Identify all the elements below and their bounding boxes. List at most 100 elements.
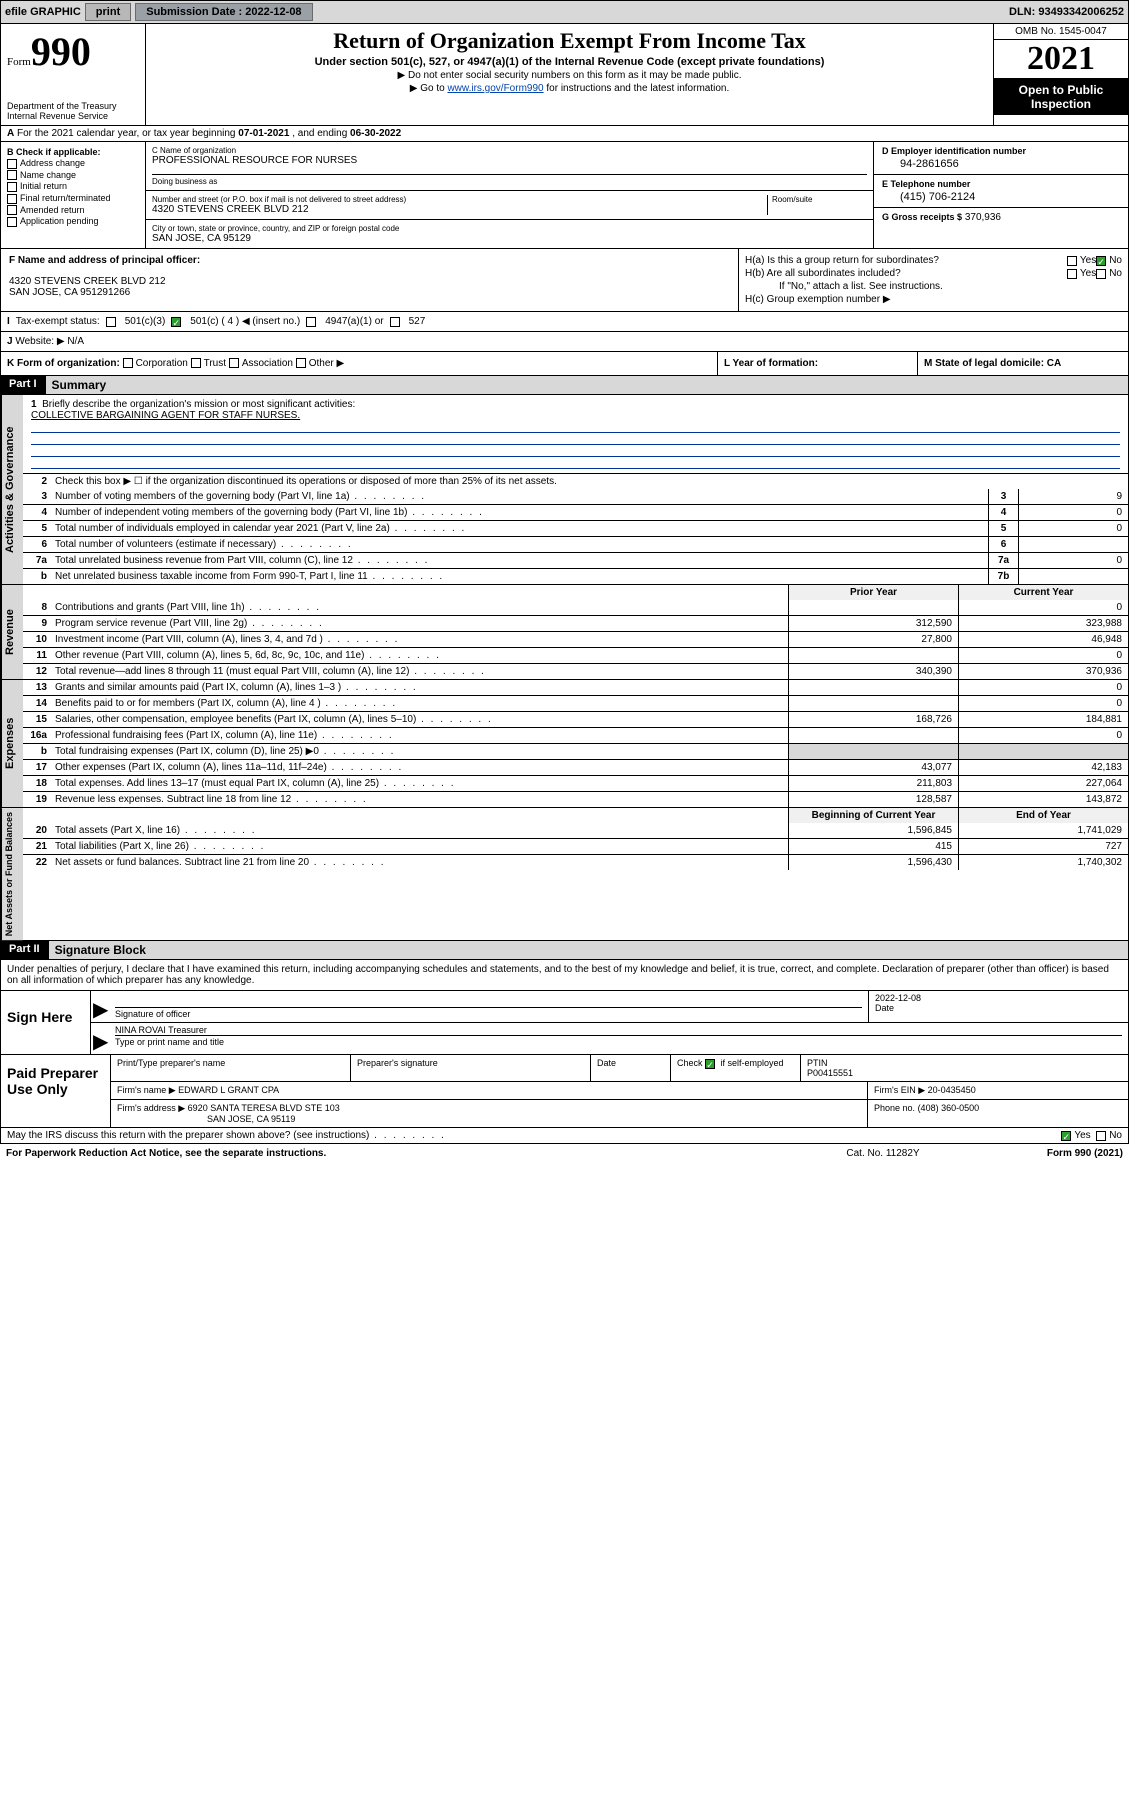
cell-m: M State of legal domicile: CA	[918, 352, 1128, 375]
form-note-ssn: ▶ Do not enter social security numbers o…	[154, 70, 985, 81]
ein-value: 94-2861656	[882, 156, 1120, 170]
hb-note: If "No," attach a list. See instructions…	[745, 281, 1122, 292]
line-num: 9	[23, 616, 51, 631]
discuss-no-chk[interactable]	[1096, 1131, 1106, 1141]
m-label: M State of legal domicile: CA	[924, 358, 1061, 369]
line-num: 21	[23, 839, 51, 854]
gross-cell: G Gross receipts $ 370,936	[874, 208, 1128, 227]
dba-label: Doing business as	[152, 174, 867, 186]
chk-corp[interactable]	[123, 358, 133, 368]
arrow-icon: ▶	[91, 1023, 109, 1054]
line-current: 184,881	[958, 712, 1128, 727]
line-box-num: 7b	[988, 569, 1018, 584]
principal-officer: F Name and address of principal officer:…	[1, 249, 738, 311]
org-name-label: C Name of organization	[152, 146, 867, 155]
ha-yes-chk[interactable]	[1067, 256, 1077, 266]
line-box-num: 3	[988, 489, 1018, 504]
f-label: F Name and address of principal officer:	[9, 255, 200, 266]
line-prior: 1,596,845	[788, 823, 958, 838]
chk-assoc[interactable]	[229, 358, 239, 368]
form-header: Form990 Department of the Treasury Inter…	[0, 24, 1129, 126]
line-current: 1,741,029	[958, 823, 1128, 838]
cat-no: Cat. No. 11282Y	[793, 1148, 973, 1159]
lbl-4947: 4947(a)(1) or	[325, 316, 383, 327]
pt-name-label: Print/Type preparer's name	[111, 1055, 351, 1081]
chk-501c[interactable]: ✓	[171, 317, 181, 327]
line-num: 14	[23, 696, 51, 711]
chk-self-employed[interactable]: ✓	[705, 1059, 715, 1069]
section-governance: Activities & Governance 1 Briefly descri…	[0, 395, 1129, 585]
sig-officer-label: Signature of officer	[115, 1007, 862, 1019]
paperwork-notice: For Paperwork Reduction Act Notice, see …	[6, 1148, 793, 1159]
line-text: Other revenue (Part VIII, column (A), li…	[51, 648, 788, 663]
sign-here-block: Sign Here ▶ Signature of officer 2022-12…	[0, 991, 1129, 1055]
chk-name-change[interactable]	[7, 170, 17, 180]
dln: DLN: 93493342006252	[1009, 6, 1124, 18]
line-num: 13	[23, 680, 51, 695]
chk-527[interactable]	[390, 317, 400, 327]
form-title: Return of Organization Exempt From Incom…	[154, 28, 985, 54]
lbl-final-return: Final return/terminated	[20, 193, 111, 203]
ha-label: H(a) Is this a group return for subordin…	[745, 255, 1067, 266]
chk-501c3[interactable]	[106, 317, 116, 327]
i-label: I	[7, 316, 10, 327]
line-text: Total fundraising expenses (Part IX, col…	[51, 744, 788, 759]
j-text: Website: ▶	[15, 336, 64, 347]
lbl-corp: Corporation	[136, 358, 188, 369]
line1-text: Briefly describe the organization's miss…	[42, 399, 355, 410]
line-value	[1018, 569, 1128, 584]
rule	[31, 445, 1120, 457]
line-box-num: 5	[988, 521, 1018, 536]
line-num: 20	[23, 823, 51, 838]
line-num: 6	[23, 537, 51, 552]
form-word: Form	[7, 56, 31, 68]
city-cell: City or town, state or province, country…	[146, 220, 873, 248]
chk-initial-return[interactable]	[7, 182, 17, 192]
discuss-yes-chk[interactable]: ✓	[1061, 1131, 1071, 1141]
lbl-501c3: 501(c)(3)	[125, 316, 166, 327]
line-prior	[788, 728, 958, 743]
line-value: 0	[1018, 521, 1128, 536]
submission-date-value: 2022-12-08	[245, 6, 301, 18]
part2-bar: Part II Signature Block	[0, 941, 1129, 960]
type-name-label: Type or print name and title	[115, 1035, 1122, 1047]
line-current: 143,872	[958, 792, 1128, 807]
ha-no-chk[interactable]: ✓	[1096, 256, 1106, 266]
hb-yes-chk[interactable]	[1067, 269, 1077, 279]
chk-address-change[interactable]	[7, 159, 17, 169]
chk-final-return[interactable]	[7, 194, 17, 204]
firm-addr-label: Firm's address ▶	[117, 1103, 185, 1113]
chk-amended-return[interactable]	[7, 205, 17, 215]
line-prior: 27,800	[788, 632, 958, 647]
submission-date-pill: Submission Date : 2022-12-08	[135, 3, 312, 21]
chk-trust[interactable]	[191, 358, 201, 368]
line-prior: 168,726	[788, 712, 958, 727]
block-bcd: B Check if applicable: Address change Na…	[0, 142, 1129, 249]
firm-ein: 20-0435450	[928, 1085, 976, 1095]
line-text: Total unrelated business revenue from Pa…	[51, 553, 988, 568]
print-button[interactable]: print	[85, 3, 131, 21]
org-name: PROFESSIONAL RESOURCE FOR NURSES	[152, 155, 867, 166]
line-text: Total number of volunteers (estimate if …	[51, 537, 988, 552]
lbl-other: Other ▶	[309, 358, 344, 369]
hb-no-chk[interactable]	[1096, 269, 1106, 279]
row-a-taxyear: A For the 2021 calendar year, or tax yea…	[0, 126, 1129, 142]
line-text: Contributions and grants (Part VIII, lin…	[51, 600, 788, 615]
lbl-trust: Trust	[204, 358, 226, 369]
note2-post: for instructions and the latest informat…	[544, 83, 730, 94]
dln-label: DLN:	[1009, 6, 1035, 18]
row-a-end: 06-30-2022	[350, 128, 401, 139]
lbl-application-pending: Application pending	[20, 216, 99, 226]
line-text: Total assets (Part X, line 16)	[51, 823, 788, 838]
line-current: 370,936	[958, 664, 1128, 679]
chk-4947[interactable]	[306, 317, 316, 327]
chk-other[interactable]	[296, 358, 306, 368]
line-current: 1,740,302	[958, 855, 1128, 870]
chk-application-pending[interactable]	[7, 217, 17, 227]
line2-text: Check this box ▶ ☐ if the organization d…	[51, 474, 1128, 489]
hb-yes: Yes	[1080, 268, 1096, 279]
lbl-amended-return: Amended return	[20, 205, 85, 215]
line-num: b	[23, 744, 51, 759]
line-value: 0	[1018, 553, 1128, 568]
irs-form990-link[interactable]: www.irs.gov/Form990	[447, 83, 543, 94]
